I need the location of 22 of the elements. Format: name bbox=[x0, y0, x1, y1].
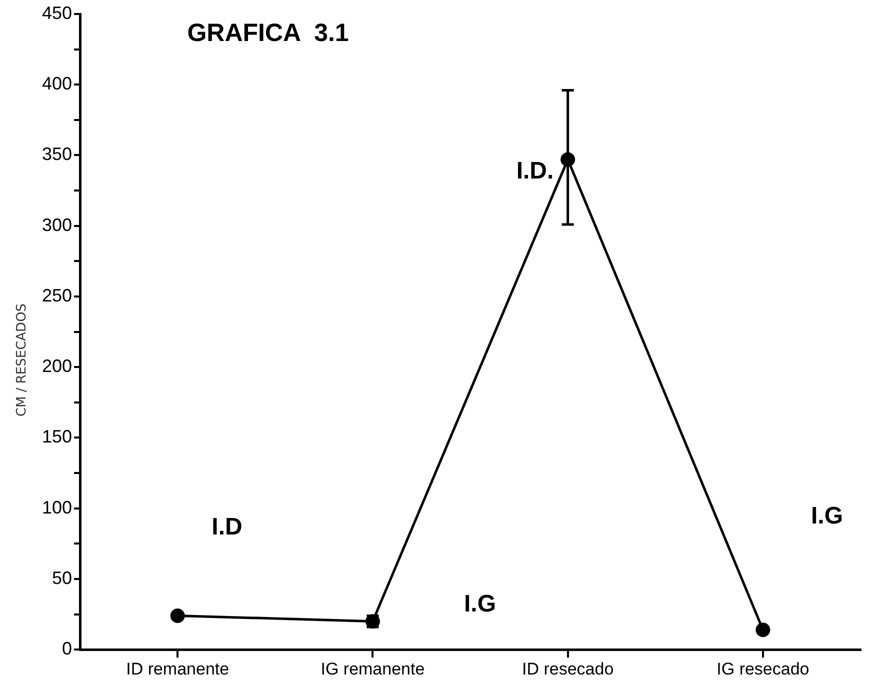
chart-title: GRAFICA 3.1 bbox=[187, 18, 349, 47]
y-tick-label: 350 bbox=[42, 144, 72, 164]
x-tick-label: ID remanente bbox=[126, 659, 230, 678]
y-tick-label: 450 bbox=[42, 2, 72, 23]
y-tick-label: 150 bbox=[42, 426, 72, 447]
y-tick-label: 50 bbox=[52, 568, 72, 588]
x-tick-label: ID resecado bbox=[522, 659, 614, 678]
y-tick-label: 0 bbox=[62, 638, 72, 659]
point bbox=[756, 622, 770, 638]
annotation: I.G bbox=[464, 590, 496, 618]
y-tick-label: 200 bbox=[42, 356, 72, 376]
y-tick-label: 400 bbox=[42, 74, 72, 94]
y-tick-label: 300 bbox=[42, 214, 72, 235]
x-tick-label: IG remanente bbox=[320, 659, 425, 678]
annotation: I.G bbox=[810, 502, 844, 530]
x-tick-label: IG resecado bbox=[716, 659, 810, 678]
y-axis-title: CM / RESECADOS bbox=[14, 303, 30, 417]
y-tick-label: 250 bbox=[42, 285, 72, 306]
point bbox=[170, 608, 185, 623]
annotation: I.D. bbox=[516, 158, 554, 185]
y-tick-label: 100 bbox=[42, 497, 72, 518]
annotation: I.D bbox=[212, 514, 242, 541]
